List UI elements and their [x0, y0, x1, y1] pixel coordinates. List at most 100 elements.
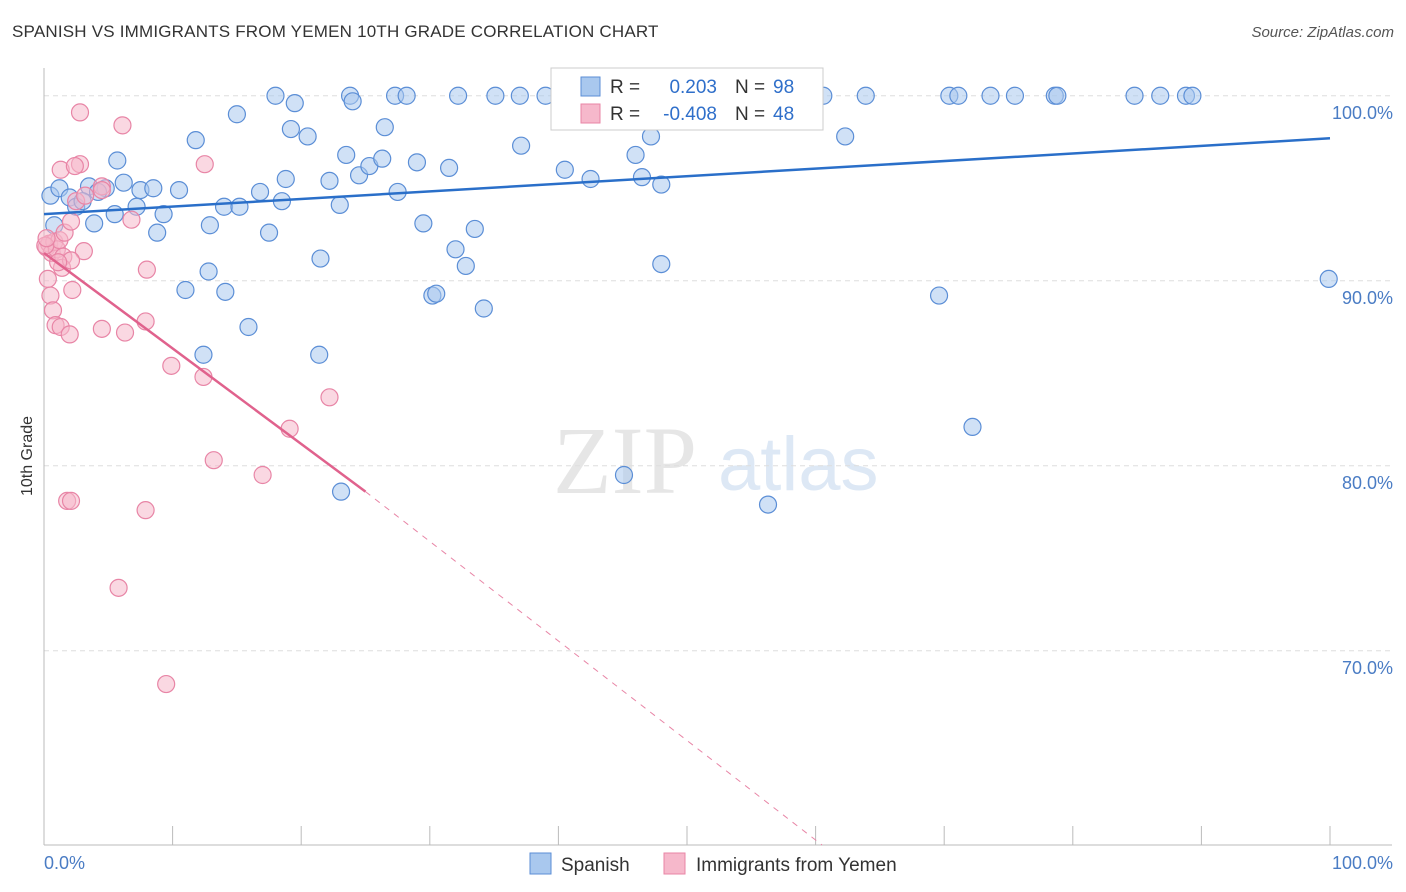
- spanish-point-46: [474, 299, 493, 318]
- chart-source: Source: ZipAtlas.com: [1251, 24, 1394, 41]
- spanish-point-54: [626, 145, 645, 165]
- spanish-point-50: [632, 168, 652, 187]
- spanish-point-47: [512, 136, 531, 155]
- spanish-point-23: [250, 182, 270, 202]
- bottom-legend-swatch-spanish: [529, 852, 552, 875]
- legend-r-value-yemen: -0.408: [663, 104, 717, 125]
- spanish-point-68: [266, 86, 285, 105]
- spanish-point-35: [373, 149, 392, 168]
- spanish-point-11: [144, 179, 163, 198]
- watermark-atlas: atlas: [718, 422, 879, 507]
- yemen-point-9: [43, 301, 63, 320]
- spanish-point-67: [836, 127, 855, 146]
- spanish-point-94: [1151, 86, 1170, 105]
- bottom-legend-label-yemen: Immigrants from Yemen: [696, 855, 897, 876]
- spanish-point-58: [239, 317, 258, 337]
- yemen-point-16: [61, 212, 81, 231]
- spanish-point-75: [486, 86, 505, 105]
- spanish-point-89: [981, 86, 1000, 105]
- spanish-point-48: [555, 160, 574, 179]
- yemen-point-46: [37, 229, 56, 248]
- spanish-point-42: [439, 158, 459, 177]
- y-tick-label-2: 80.0%: [1342, 473, 1393, 493]
- y-tick-label-1: 90.0%: [1342, 288, 1393, 308]
- spanish-point-16: [108, 151, 127, 170]
- spanish-point-21: [230, 197, 249, 216]
- yemen-point-13: [63, 280, 82, 300]
- spanish-point-32: [337, 145, 356, 165]
- spanish-point-38: [407, 153, 427, 172]
- yemen-point-29: [92, 319, 111, 338]
- spanish-point-30: [320, 171, 339, 190]
- spanish-point-55: [176, 280, 195, 300]
- x-tick-label-min: 0.0%: [44, 853, 85, 873]
- spanish-point-17: [148, 223, 167, 242]
- spanish-point-69: [285, 94, 304, 113]
- spanish-point-63: [758, 495, 778, 514]
- spanish-point-44: [456, 256, 475, 276]
- spanish-point-26: [276, 169, 295, 189]
- spanish-point-61: [331, 482, 351, 501]
- spanish-point-41: [427, 284, 446, 303]
- spanish-point-36: [375, 118, 394, 137]
- spanish-point-96: [1183, 86, 1202, 105]
- yemen-point-27: [74, 242, 93, 261]
- yemen-point-43: [109, 578, 128, 597]
- spanish-point-57: [216, 282, 235, 301]
- yemen-point-41: [61, 491, 81, 510]
- spanish-point-18: [186, 131, 205, 150]
- legend-r-label-yemen: R =: [610, 104, 640, 125]
- spanish-point-24: [259, 223, 279, 242]
- yemen-point-22: [76, 186, 95, 205]
- grid-lines: [44, 95, 1392, 652]
- yemen-point-7: [38, 269, 57, 288]
- yemen-point-32: [137, 260, 156, 279]
- spanish-point-28: [298, 127, 317, 146]
- bottom-legend-swatch-yemen: [663, 852, 686, 875]
- spanish-point-62: [614, 465, 634, 485]
- yemen-point-39: [320, 388, 339, 407]
- yemen-point-37: [253, 465, 272, 485]
- spanish-point-56: [199, 262, 218, 281]
- spanish-trend-line: [43, 137, 1331, 216]
- y-tick-label-3: 70.0%: [1342, 658, 1393, 678]
- yemen-point-21: [70, 103, 90, 122]
- spanish-point-15: [85, 214, 104, 233]
- spanish-point-12: [154, 205, 173, 224]
- yemen-point-30: [115, 323, 135, 342]
- legend-n-label-spanish: N =: [735, 77, 765, 98]
- yemen-point-25: [113, 116, 132, 135]
- stats-legend: R = 0.203 N = 98 R = -0.408 N = 48: [550, 67, 824, 131]
- spanish-point-88: [949, 86, 968, 105]
- x-tick-label-max: 100.0%: [1332, 853, 1393, 873]
- spanish-point-66: [1319, 269, 1338, 288]
- yemen-trend-line-extension: [365, 491, 823, 846]
- legend-swatch-yemen: [580, 103, 601, 124]
- legend-r-value-spanish: 0.203: [669, 77, 717, 98]
- y-tick-label-0: 100.0%: [1332, 103, 1393, 123]
- spanish-point-27: [281, 119, 301, 139]
- spanish-point-8: [105, 205, 124, 224]
- spanish-point-49: [581, 169, 600, 189]
- spanish-point-31: [330, 195, 349, 214]
- yemen-point-36: [204, 451, 223, 470]
- legend-r-label-spanish: R =: [610, 77, 640, 98]
- legend-n-value-yemen: 48: [773, 104, 794, 125]
- yemen-point-26: [122, 210, 141, 229]
- spanish-point-76: [510, 86, 529, 105]
- bottom-legend-label-spanish: Spanish: [561, 855, 630, 876]
- spanish-point-93: [1125, 86, 1144, 105]
- legend-swatch-spanish: [580, 76, 601, 97]
- yemen-point-42: [136, 501, 155, 520]
- series-legend: Spanish Immigrants from Yemen: [529, 852, 897, 876]
- spanish-point-20: [214, 197, 234, 216]
- spanish-point-19: [200, 216, 219, 235]
- spanish-point-39: [414, 214, 433, 233]
- trend-lines: [43, 137, 1331, 846]
- spanish-point-60: [310, 345, 329, 364]
- yemen-trend-line: [43, 251, 367, 493]
- y-axis-label: 10th Grade: [19, 416, 36, 496]
- spanish-point-71: [343, 92, 362, 111]
- spanish-point-52: [652, 255, 671, 274]
